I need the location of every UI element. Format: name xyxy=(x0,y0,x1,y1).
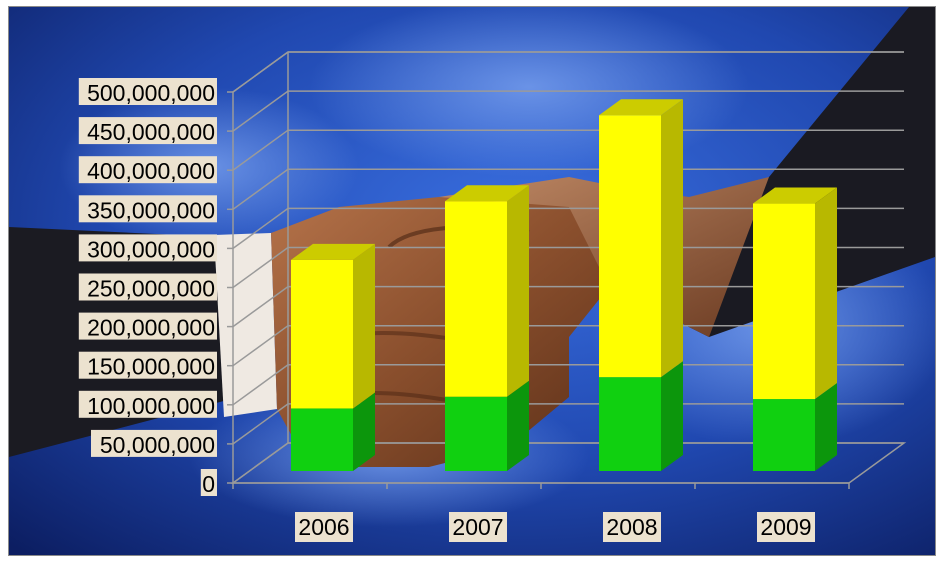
x-tick-label-group: 2006 xyxy=(295,512,353,542)
gridline xyxy=(232,324,904,367)
y-tick-label: 400,000,000 xyxy=(87,158,215,184)
y-tick-label: 200,000,000 xyxy=(87,315,215,341)
x-axis-tick-labels: 2006 2007 2008 2009 xyxy=(295,512,815,542)
x-tick-label-group: 2008 xyxy=(603,512,661,542)
y-tick-label-bg xyxy=(78,234,217,262)
y-tick-label-group: 50,000,000 xyxy=(91,429,217,458)
bar-segment-top xyxy=(753,187,837,204)
y-tick-label-group: 100,000,000 xyxy=(78,390,217,419)
gridline xyxy=(232,129,904,171)
y-tick-label-group: 200,000,000 xyxy=(78,312,217,341)
bars xyxy=(291,99,837,471)
bar-segment-top xyxy=(291,243,375,260)
axes xyxy=(232,482,850,489)
x-tick-label: 2009 xyxy=(760,514,811,540)
y-tick-label: 350,000,000 xyxy=(87,197,215,223)
bar-segment-front xyxy=(753,203,815,400)
x-tick-label-bg xyxy=(295,512,353,542)
bar-segment-side xyxy=(815,187,837,400)
bar-segment-side xyxy=(815,383,837,471)
y-tick-label: 300,000,000 xyxy=(87,236,215,262)
bar-segment-side xyxy=(507,380,529,471)
y-tick-label-bg xyxy=(78,195,217,223)
y-tick-label-group: 150,000,000 xyxy=(78,351,217,380)
bar-segment-front xyxy=(445,201,507,397)
y-tick-label: 0 xyxy=(202,471,215,497)
bar-segment-front xyxy=(599,115,661,378)
y-tick-label: 450,000,000 xyxy=(87,119,215,145)
bar-segment-top xyxy=(599,99,683,116)
x-tick-label-bg xyxy=(449,512,507,542)
gridline xyxy=(232,403,904,445)
y-axis-tick-labels: 0 50,000,000 100,000,000 150,000,000 200,000… xyxy=(78,78,217,497)
bar-2009 xyxy=(753,187,837,471)
bar-2006 xyxy=(291,243,375,471)
y-tick-label: 100,000,000 xyxy=(87,393,215,419)
gridline xyxy=(232,364,904,406)
chart-frame: 0 50,000,000 100,000,000 150,000,000 200,000… xyxy=(8,6,936,556)
y-tick-label-bg xyxy=(78,390,217,418)
x-tick-label-group: 2007 xyxy=(449,512,507,542)
y-tick-label-group: 350,000,000 xyxy=(78,195,217,223)
y-tick-label-bg xyxy=(78,351,217,379)
gridline xyxy=(232,246,904,289)
y-tick-label-bg xyxy=(78,78,217,105)
x-tick-label-bg xyxy=(757,512,815,542)
y-tick-label-group: 300,000,000 xyxy=(78,234,217,262)
bar-segment-side xyxy=(661,361,683,471)
bar-segment-front xyxy=(599,377,661,471)
gridline xyxy=(232,168,904,210)
y-tick-label-group: 400,000,000 xyxy=(78,156,217,184)
bar-segment-front xyxy=(291,259,353,409)
bar-segment-side xyxy=(353,243,375,409)
y-tick-label: 500,000,000 xyxy=(87,80,215,106)
bar-segment-top xyxy=(445,185,529,202)
gridline xyxy=(232,285,904,328)
y-tick-label-bg xyxy=(78,273,217,301)
bar-segment-side xyxy=(353,392,375,471)
x-tick-label: 2007 xyxy=(452,514,503,540)
bar-2007 xyxy=(445,185,529,471)
y-tick-label: 150,000,000 xyxy=(87,354,215,380)
y-tick-label-bg xyxy=(200,469,217,496)
gridline xyxy=(232,207,904,250)
x-tick-label-bg xyxy=(603,512,661,542)
bar-segment-front xyxy=(753,399,815,471)
bar-segment-side xyxy=(507,185,529,397)
bar-chart: 0 50,000,000 100,000,000 150,000,000 200,000… xyxy=(9,7,935,555)
x-tick-label-group: 2009 xyxy=(757,512,815,542)
y-tick-label: 250,000,000 xyxy=(87,276,215,302)
y-tick-label-bg xyxy=(78,312,217,340)
y-tick-label-group: 0 xyxy=(200,469,217,497)
y-tick-label-bg xyxy=(78,156,217,184)
gridlines xyxy=(227,51,904,484)
x-tick-label: 2006 xyxy=(298,514,349,540)
y-tick-label-group: 500,000,000 xyxy=(78,78,217,106)
shirt-cuff xyxy=(214,233,277,417)
x-tick-label: 2008 xyxy=(606,514,657,540)
y-tick-label-group: 450,000,000 xyxy=(78,117,217,145)
gridline xyxy=(232,442,904,484)
bar-segment-front xyxy=(445,396,507,471)
gridline xyxy=(232,90,904,132)
bar-segment-side xyxy=(661,99,683,378)
y-tick-label-bg xyxy=(78,117,217,145)
bar-segment-front xyxy=(291,408,353,471)
y-tick-label: 50,000,000 xyxy=(100,432,215,458)
y-tick-label-bg xyxy=(91,429,217,457)
bar-2008 xyxy=(599,99,683,471)
gridline xyxy=(232,51,904,93)
y-tick-label-group: 250,000,000 xyxy=(78,273,217,302)
